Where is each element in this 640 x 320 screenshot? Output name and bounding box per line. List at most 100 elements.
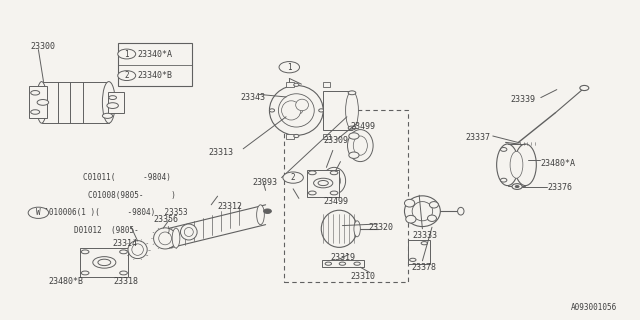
Text: 23300: 23300 <box>31 42 56 51</box>
Text: 1: 1 <box>124 50 129 59</box>
Text: 23378: 23378 <box>412 263 436 272</box>
Text: 23480*B: 23480*B <box>48 277 83 286</box>
Ellipse shape <box>412 202 433 221</box>
Text: 23480*A: 23480*A <box>541 159 576 168</box>
Text: 23339: 23339 <box>511 95 536 104</box>
Ellipse shape <box>404 196 440 227</box>
Ellipse shape <box>31 110 40 114</box>
Ellipse shape <box>107 103 118 108</box>
Ellipse shape <box>330 171 338 175</box>
Ellipse shape <box>282 101 301 120</box>
Ellipse shape <box>98 259 111 266</box>
Ellipse shape <box>269 109 275 112</box>
Text: 23337: 23337 <box>466 133 491 142</box>
Ellipse shape <box>81 250 89 254</box>
Ellipse shape <box>132 244 143 255</box>
Ellipse shape <box>184 228 193 236</box>
Ellipse shape <box>278 94 314 127</box>
Ellipse shape <box>410 258 416 261</box>
Ellipse shape <box>314 178 333 188</box>
Ellipse shape <box>296 99 308 111</box>
Ellipse shape <box>348 130 373 162</box>
Ellipse shape <box>264 209 271 213</box>
Bar <box>108 92 124 113</box>
Ellipse shape <box>429 202 438 208</box>
Text: 23340*B: 23340*B <box>138 71 173 80</box>
Text: 23312: 23312 <box>218 202 243 211</box>
Text: 031010006(1 )(      -9804)  23353: 031010006(1 )( -9804) 23353 <box>35 208 188 217</box>
Ellipse shape <box>283 172 303 183</box>
Text: 23313: 23313 <box>208 148 233 156</box>
Text: 23319: 23319 <box>331 253 356 262</box>
Text: 2: 2 <box>124 71 129 80</box>
Ellipse shape <box>354 221 360 237</box>
Ellipse shape <box>353 136 367 155</box>
Text: 23343: 23343 <box>240 93 265 102</box>
Ellipse shape <box>515 144 536 186</box>
Ellipse shape <box>120 250 127 254</box>
Text: 23499: 23499 <box>323 197 348 206</box>
Bar <box>118 43 192 86</box>
Ellipse shape <box>348 126 356 130</box>
Ellipse shape <box>580 85 589 91</box>
Ellipse shape <box>81 271 89 275</box>
Bar <box>42 82 109 123</box>
Bar <box>29 86 47 118</box>
Ellipse shape <box>319 109 324 112</box>
Ellipse shape <box>118 49 136 59</box>
Text: D01012  (9805-      ): D01012 (9805- ) <box>74 226 171 235</box>
Text: 23309: 23309 <box>323 136 348 145</box>
Ellipse shape <box>154 228 177 249</box>
Ellipse shape <box>37 100 49 105</box>
Text: 23376: 23376 <box>548 183 573 192</box>
Ellipse shape <box>512 184 522 189</box>
Ellipse shape <box>279 61 300 73</box>
Ellipse shape <box>323 167 346 194</box>
Ellipse shape <box>128 241 147 259</box>
Ellipse shape <box>497 144 518 186</box>
Bar <box>323 82 330 87</box>
Ellipse shape <box>348 91 356 95</box>
Text: 23314: 23314 <box>112 239 137 248</box>
Ellipse shape <box>172 228 180 248</box>
Ellipse shape <box>318 180 328 186</box>
Bar <box>80 248 128 277</box>
Ellipse shape <box>421 242 428 245</box>
Ellipse shape <box>325 262 332 265</box>
Text: W: W <box>36 208 41 217</box>
Text: 23320: 23320 <box>368 223 393 232</box>
Ellipse shape <box>120 271 127 275</box>
Ellipse shape <box>308 171 316 175</box>
Ellipse shape <box>406 215 416 223</box>
Ellipse shape <box>458 207 464 215</box>
Text: A093001056: A093001056 <box>572 303 618 312</box>
Bar <box>284 110 408 282</box>
Ellipse shape <box>339 262 346 265</box>
Ellipse shape <box>257 205 264 225</box>
Text: 23333: 23333 <box>413 231 438 240</box>
Ellipse shape <box>428 215 436 221</box>
Text: 23340*A: 23340*A <box>138 50 173 59</box>
Ellipse shape <box>321 210 357 247</box>
Text: 23393: 23393 <box>253 178 278 187</box>
Text: C01008(9805-      ): C01008(9805- ) <box>88 191 176 200</box>
Ellipse shape <box>294 83 299 86</box>
Ellipse shape <box>308 191 316 195</box>
Ellipse shape <box>330 191 338 195</box>
Ellipse shape <box>269 85 323 135</box>
Ellipse shape <box>31 91 40 95</box>
Ellipse shape <box>500 148 507 151</box>
Ellipse shape <box>102 82 115 123</box>
Ellipse shape <box>515 186 519 188</box>
Ellipse shape <box>159 232 172 245</box>
Bar <box>286 134 294 139</box>
Ellipse shape <box>354 262 360 265</box>
Ellipse shape <box>180 224 197 240</box>
Bar <box>307 170 339 197</box>
Ellipse shape <box>28 207 49 219</box>
Ellipse shape <box>349 152 359 158</box>
Ellipse shape <box>328 173 340 189</box>
Ellipse shape <box>93 257 116 268</box>
Text: 23356: 23356 <box>154 215 179 224</box>
Bar <box>408 240 430 264</box>
